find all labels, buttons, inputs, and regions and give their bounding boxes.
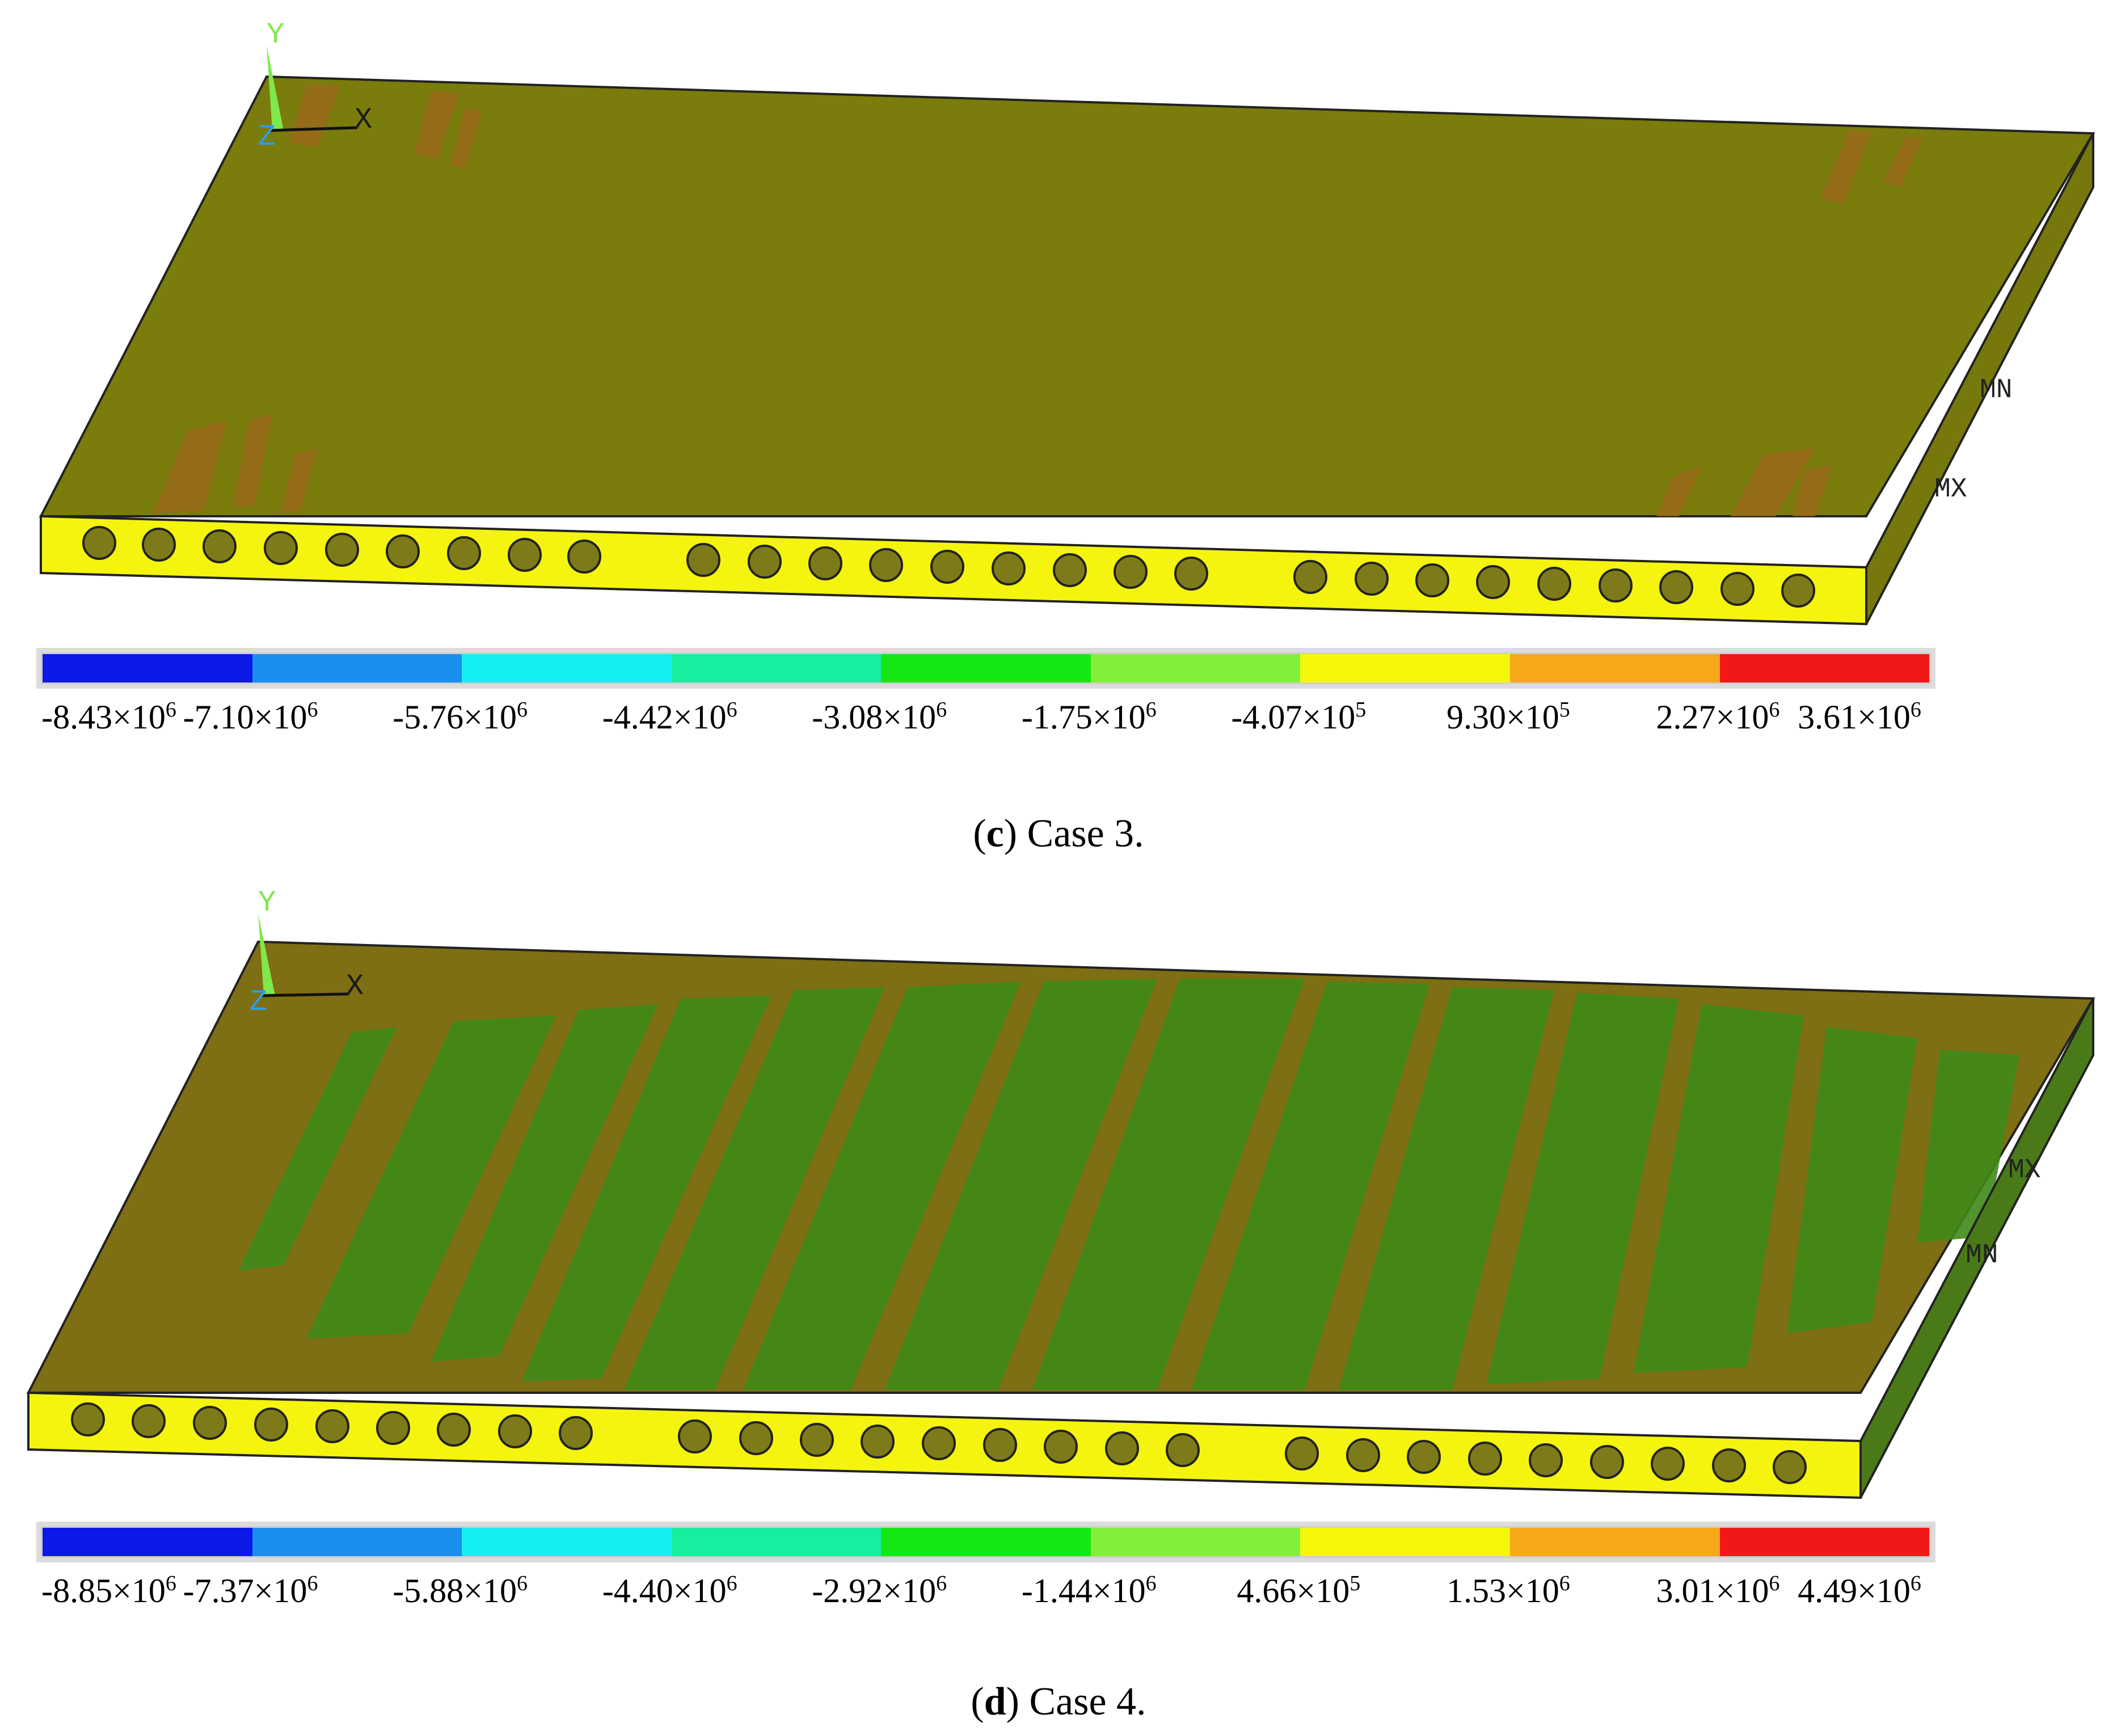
legend-tick-label: -1.75×106 bbox=[1021, 698, 1157, 736]
legend-seg-3 bbox=[462, 654, 672, 682]
legend-tick-label: -4.07×105 bbox=[1231, 698, 1367, 736]
legend-tick-label: -8.85×106 bbox=[41, 1571, 176, 1609]
legend-tick-label: 2.27×106 bbox=[1656, 698, 1780, 736]
caption-case-4: (d) Case 4. bbox=[971, 1680, 1146, 1724]
marker-mn: MN bbox=[1966, 1240, 1998, 1271]
legend-tick-label: -5.76×106 bbox=[393, 698, 528, 736]
legend-tick-label: 3.01×106 bbox=[1656, 1571, 1780, 1609]
legend-tick-label: -4.40×106 bbox=[602, 1571, 737, 1609]
legend-tick-label: 1.53×106 bbox=[1446, 1571, 1570, 1609]
marker-mx: MX bbox=[2008, 1155, 2041, 1186]
color-legend-bar bbox=[41, 652, 1931, 684]
caption-case-3: (c) Case 3. bbox=[973, 812, 1144, 856]
legend-tick-label: 3.61×106 bbox=[1798, 698, 1921, 736]
legend-tick-label: -7.10×106 bbox=[183, 698, 318, 736]
panel-case-4: Y X Z MX MN -8.85×106 -7.37×106 -5.88×106-… bbox=[0, 868, 2117, 1736]
legend-tick-label: -4.42×106 bbox=[602, 698, 737, 736]
marker-mx: MX bbox=[1934, 474, 1967, 505]
legend-seg-1 bbox=[43, 1528, 252, 1556]
slab-model-case-4: Y X Z MX MN bbox=[26, 886, 2095, 1499]
legend-seg-5 bbox=[881, 654, 1091, 682]
legend-tick-label: -5.88×106 bbox=[393, 1571, 528, 1609]
legend-seg-3 bbox=[462, 1528, 672, 1556]
marker-mn: MN bbox=[1980, 375, 2013, 406]
legend-seg-8 bbox=[1509, 654, 1720, 682]
legend-tick-label: 9.30×105 bbox=[1446, 698, 1570, 736]
legend-tick-label: -3.08×106 bbox=[812, 698, 947, 736]
slab-side-face bbox=[1859, 998, 2094, 1498]
panel-case-3: Y X Z MN MX -8.43×106 -7.10×106 -5.76×106-… bbox=[0, 18, 2117, 856]
x-axis-label: X bbox=[346, 970, 364, 1003]
legend-seg-4 bbox=[671, 654, 882, 682]
color-legend-bar bbox=[41, 1526, 1931, 1558]
hollow-cores bbox=[82, 526, 1815, 608]
legend-seg-7 bbox=[1300, 1528, 1510, 1556]
y-axis-label: Y bbox=[258, 886, 276, 920]
legend-seg-9 bbox=[1719, 654, 1930, 682]
hollow-cores bbox=[71, 1402, 1807, 1484]
legend-tick-label: 4.49×106 bbox=[1798, 1571, 1921, 1609]
z-axis-label: Z bbox=[250, 985, 267, 1019]
legend-seg-5 bbox=[881, 1528, 1091, 1556]
slab-model-case-3: Y X Z MN MX bbox=[39, 18, 2095, 626]
legend-tick-label: -1.44×106 bbox=[1021, 1571, 1157, 1609]
legend-seg-2 bbox=[252, 1528, 462, 1556]
legend-tick-label: 4.66×105 bbox=[1237, 1571, 1361, 1609]
axis-triad: Y X Z bbox=[258, 18, 372, 154]
legend-tick-label: -2.92×106 bbox=[812, 1571, 947, 1609]
legend-seg-2 bbox=[252, 654, 462, 682]
stress-bands bbox=[238, 979, 2019, 1390]
axis-triad: Y X Z bbox=[250, 886, 364, 1019]
legend-seg-1 bbox=[43, 654, 252, 682]
slab-top-face bbox=[39, 75, 2095, 517]
x-axis-label: X bbox=[355, 103, 372, 137]
legend-tick-labels: -8.43×106 -7.10×106 -5.76×106 -4.42×106 -3.0… bbox=[0, 698, 2117, 743]
legend-tick-label: -7.37×106 bbox=[183, 1571, 318, 1609]
legend-seg-9 bbox=[1719, 1528, 1930, 1556]
legend-tick-label: -8.43×106 bbox=[41, 698, 176, 736]
slab-side-face bbox=[1865, 133, 2094, 625]
legend-seg-6 bbox=[1090, 1528, 1301, 1556]
legend-seg-7 bbox=[1300, 654, 1510, 682]
z-axis-label: Z bbox=[258, 120, 276, 154]
legend-seg-4 bbox=[671, 1528, 882, 1556]
legend-tick-labels: -8.85×106 -7.37×106 -5.88×106 -4.40×106 -2.9… bbox=[0, 1571, 2117, 1617]
legend-seg-6 bbox=[1090, 654, 1301, 682]
y-axis-label: Y bbox=[267, 18, 284, 52]
legend-seg-8 bbox=[1509, 1528, 1720, 1556]
stress-patches bbox=[153, 85, 1923, 516]
